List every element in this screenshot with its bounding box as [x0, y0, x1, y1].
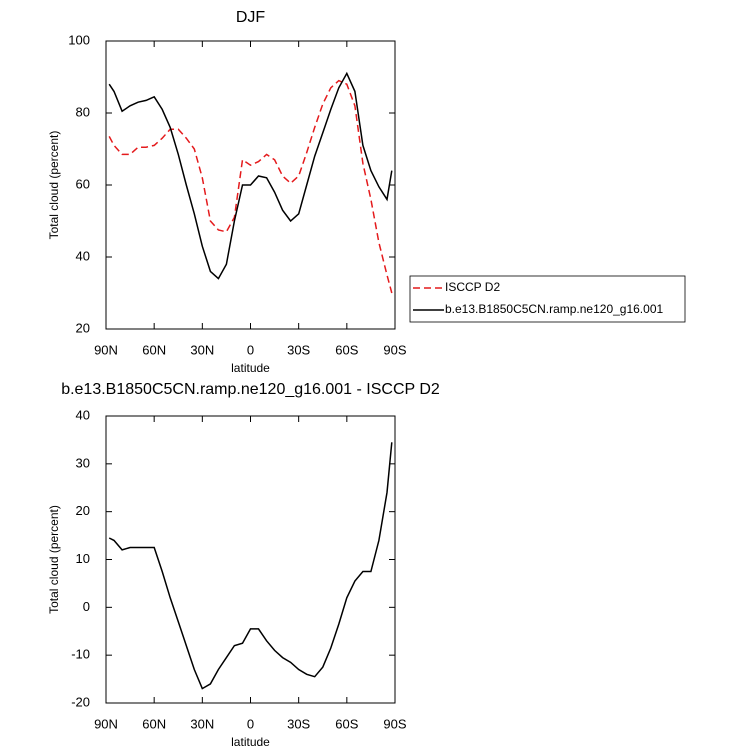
x-tick-label: 90N — [94, 342, 118, 357]
x-tick-label: 30S — [287, 716, 310, 731]
data-line — [108, 442, 393, 690]
x-tick-label: 90S — [383, 716, 406, 731]
x-tick-label: 90N — [94, 716, 118, 731]
x-tick-label: 60S — [335, 342, 358, 357]
x-axis-label: latitude — [231, 735, 270, 749]
y-tick-label: 0 — [83, 599, 90, 614]
chart-title: b.e13.B1850C5CN.ramp.ne120_g16.001 - ISC… — [61, 381, 440, 398]
data-line — [108, 79, 393, 294]
x-tick-label: 60N — [142, 342, 166, 357]
x-tick-label: 30S — [287, 342, 310, 357]
y-tick-label: 40 — [76, 248, 90, 263]
legend-label: ISCCP D2 — [445, 280, 500, 294]
x-axis-label: latitude — [231, 361, 270, 375]
plot-frame — [105, 415, 396, 704]
x-tick-label: 60N — [142, 716, 166, 731]
x-tick-label: 30N — [190, 342, 214, 357]
y-tick-label: 60 — [76, 176, 90, 191]
y-tick-label: 100 — [68, 32, 90, 47]
y-tick-label: 80 — [76, 104, 90, 119]
x-tick-label: 90S — [383, 342, 406, 357]
y-tick-label: -20 — [71, 694, 90, 709]
legend-box — [409, 275, 686, 323]
x-tick-label: 0 — [247, 342, 254, 357]
data-line — [108, 71, 393, 280]
x-tick-label: 30N — [190, 716, 214, 731]
y-tick-label: 40 — [76, 407, 90, 422]
x-tick-label: 60S — [335, 716, 358, 731]
y-axis-label: Total cloud (percent) — [47, 505, 61, 614]
y-tick-label: -10 — [71, 647, 90, 662]
legend-label: b.e13.B1850C5CN.ramp.ne120_g16.001 — [445, 302, 663, 316]
chart-title: DJF — [236, 9, 266, 26]
y-tick-label: 10 — [76, 551, 90, 566]
y-tick-label: 20 — [76, 503, 90, 518]
y-tick-label: 20 — [76, 320, 90, 335]
y-axis-label: Total cloud (percent) — [47, 131, 61, 240]
x-tick-label: 0 — [247, 716, 254, 731]
y-tick-label: 30 — [76, 455, 90, 470]
